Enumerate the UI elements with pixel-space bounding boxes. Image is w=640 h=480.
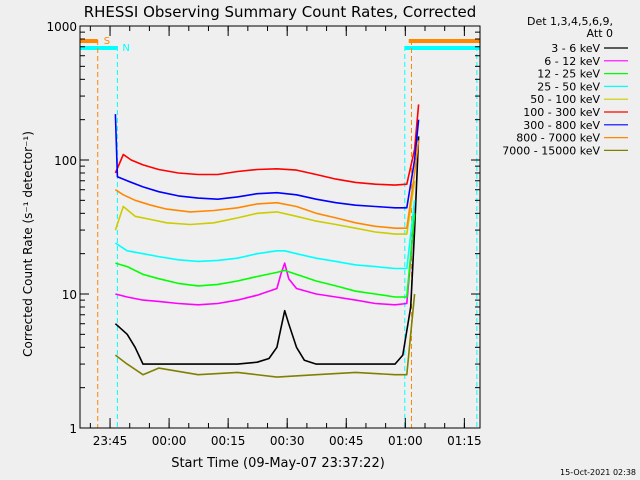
y-axis-label: Corrected Count Rate (s⁻¹ detector⁻¹) bbox=[21, 131, 35, 357]
legend-label: 300 - 800 keV bbox=[523, 119, 600, 132]
x-tick-label: 00:30 bbox=[270, 434, 305, 448]
series-lines bbox=[114, 104, 420, 378]
x-tick-label: 00:45 bbox=[329, 434, 364, 448]
series-line bbox=[115, 213, 416, 298]
x-tick-label: 01:15 bbox=[447, 434, 482, 448]
legend-label: 50 - 100 keV bbox=[530, 93, 600, 106]
legend-label: 12 - 25 keV bbox=[537, 68, 600, 81]
x-axis: 23:45 00:00 00:15 00:30 00:45 01:00 01:15 bbox=[89, 26, 482, 448]
legend-label: 3 - 6 keV bbox=[551, 42, 600, 55]
legend-label: 800 - 7000 keV bbox=[516, 132, 600, 145]
night-bar bbox=[404, 46, 480, 50]
x-tick-label: 01:00 bbox=[388, 434, 423, 448]
plot-frame bbox=[79, 25, 481, 429]
y-tick-label: 1 bbox=[69, 422, 77, 436]
saa-bar bbox=[408, 39, 480, 43]
series-line bbox=[114, 114, 420, 209]
legend-label: 100 - 300 keV bbox=[523, 106, 600, 119]
x-tick-label: 23:45 bbox=[93, 434, 128, 448]
night-label: N bbox=[122, 43, 129, 54]
x-tick-label: 00:00 bbox=[152, 434, 187, 448]
legend-title: Det 1,3,4,5,6,9, bbox=[527, 15, 613, 28]
footer-timestamp: 15-Oct-2021 02:38 bbox=[560, 468, 636, 477]
y-axis: 1 10 100 1000 bbox=[46, 20, 480, 436]
legend-label: 25 - 50 keV bbox=[537, 80, 600, 93]
series-line bbox=[114, 293, 416, 378]
interval-markers: SN bbox=[80, 36, 480, 428]
y-tick-label: 1000 bbox=[46, 20, 77, 34]
chart-title: RHESSI Observing Summary Count Rates, Co… bbox=[84, 3, 477, 21]
series-line bbox=[114, 104, 420, 186]
series-line bbox=[114, 136, 420, 365]
series-line bbox=[114, 140, 420, 229]
legend-label: 6 - 12 keV bbox=[544, 55, 600, 68]
x-tick-label: 00:15 bbox=[211, 434, 246, 448]
series-line bbox=[115, 213, 416, 306]
night-bar bbox=[80, 46, 118, 50]
x-axis-label: Start Time (09-May-07 23:37:22) bbox=[171, 456, 385, 471]
legend-label: 7000 - 15000 keV bbox=[502, 144, 600, 157]
series-line bbox=[114, 200, 416, 270]
series-line bbox=[114, 180, 416, 235]
saa-bar bbox=[80, 39, 98, 43]
legend-title: Att 0 bbox=[587, 27, 613, 40]
saa-label: S bbox=[104, 36, 110, 47]
y-tick-label: 100 bbox=[54, 154, 77, 168]
y-tick-label: 10 bbox=[62, 288, 77, 302]
